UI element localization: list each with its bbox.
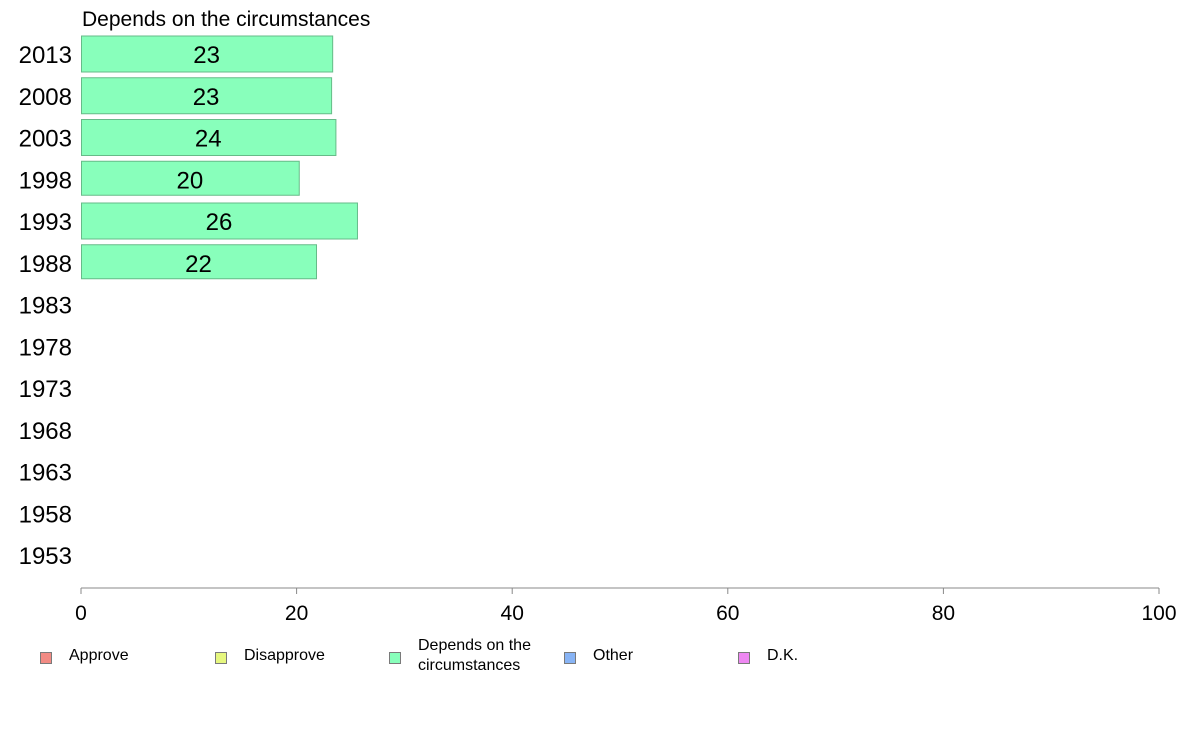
y-tick-label: 1978	[19, 334, 72, 361]
legend-swatch	[738, 652, 750, 664]
bar-value-label: 23	[193, 84, 220, 111]
y-tick-label: 1968	[19, 418, 72, 445]
y-tick-label: 2013	[19, 42, 72, 69]
bar-chart: Depends on the circumstances 23232420262…	[19, 8, 1177, 625]
y-axis-labels: 2013 2008 2003 1998 1993 1988 1983 1978 1973 1968…	[19, 42, 72, 570]
legend-item: Disapprove	[215, 646, 325, 666]
y-tick-label: 1953	[19, 543, 72, 570]
x-tick-label: 80	[932, 602, 955, 625]
y-tick-label: 1963	[19, 460, 72, 487]
legend-label: Depends on the circumstances	[418, 637, 531, 674]
legend-swatch	[215, 652, 227, 664]
bar-value-label: 23	[193, 42, 220, 69]
y-tick-label: 1983	[19, 293, 72, 320]
bar	[81, 35, 334, 73]
x-tick-label: 60	[716, 602, 739, 625]
bar-value-label: 24	[195, 126, 222, 153]
legend-label: Approve	[69, 647, 129, 664]
y-tick-label: 1973	[19, 376, 72, 403]
y-tick-label: 1993	[19, 209, 72, 236]
x-tick-label: 0	[75, 602, 87, 625]
legend-item: Depends on the circumstances	[389, 636, 531, 676]
y-tick-label: 1988	[19, 251, 72, 278]
legend-label: Other	[593, 647, 634, 664]
bar-value-label: 26	[206, 209, 233, 236]
legend-swatch	[40, 652, 52, 664]
x-tick-label: 40	[501, 602, 524, 625]
legend: Approve Disapprove Depends on the circumst…	[0, 636, 1188, 696]
y-tick-label: 2003	[19, 126, 72, 153]
y-tick-label: 2008	[19, 84, 72, 111]
legend-label: D.K.	[767, 647, 799, 664]
chart-title: Depends on the circumstances	[82, 8, 370, 31]
y-tick-label: 1958	[19, 501, 72, 528]
bar	[81, 160, 300, 196]
x-tick-label: 100	[1141, 602, 1176, 625]
legend-swatch	[389, 652, 401, 664]
legend-item: Other	[564, 646, 633, 666]
bar	[81, 202, 358, 240]
legend-label: Disapprove	[244, 647, 325, 664]
y-tick-label: 1998	[19, 167, 72, 194]
x-axis: 0 20 40 60 80 100	[75, 587, 1177, 625]
bar	[81, 77, 333, 115]
bar-value-label: 20	[177, 167, 204, 194]
legend-swatch	[564, 652, 576, 664]
bar	[81, 244, 318, 280]
x-tick-label: 20	[285, 602, 308, 625]
legend-item: D.K.	[738, 646, 798, 666]
legend-item: Approve	[40, 646, 129, 666]
bar	[81, 119, 337, 156]
bar-value-label: 22	[185, 251, 212, 278]
